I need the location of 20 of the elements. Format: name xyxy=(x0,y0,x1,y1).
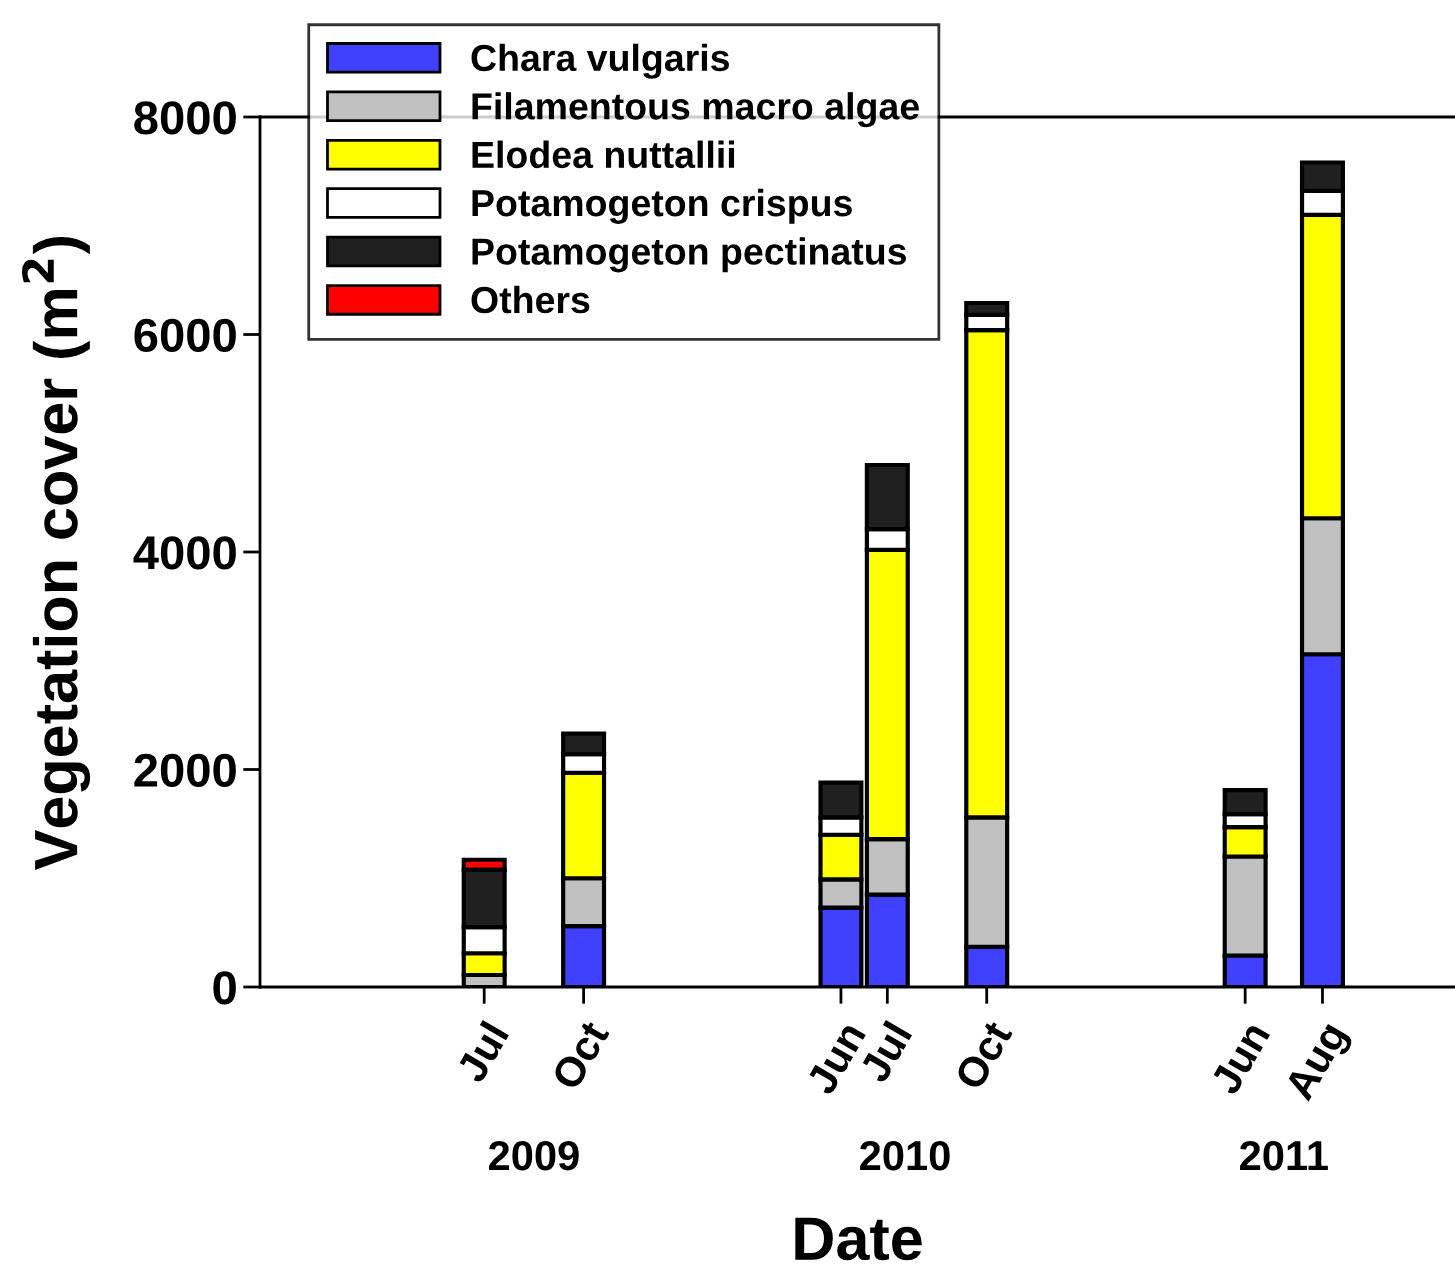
legend-label: Potamogeton pectinatus xyxy=(472,237,906,273)
text: 2010 xyxy=(860,1140,950,1171)
y-tick-label: 0 xyxy=(213,971,236,1005)
y-tick-label: 6000 xyxy=(134,318,236,353)
legend-label: Others xyxy=(471,285,590,314)
x-tick-label: Oct xyxy=(550,1018,610,1092)
legend-label: Potamogeton crispus xyxy=(472,188,852,224)
x-axis-title: Date xyxy=(795,1217,922,1261)
text: 2009 xyxy=(489,1140,579,1171)
legend-label: Chara vulgaris xyxy=(471,43,729,79)
y-axis-title: Vegetation cover (m$^{2}$) xyxy=(22,236,91,870)
x-tick-label: Oct xyxy=(953,1018,1013,1092)
y-tick-label: 2000 xyxy=(134,753,236,788)
legend-label: Elodea nuttallii xyxy=(472,140,735,169)
y-tick-label: 4000 xyxy=(133,536,236,570)
x-tick-label: Jun xyxy=(1209,1020,1271,1097)
legend-label: Filamentous macro algae xyxy=(472,92,919,128)
x-tick-label: Jul xyxy=(454,1020,510,1085)
y-tick-label: 8000 xyxy=(134,101,236,135)
text: 2011 xyxy=(1240,1140,1328,1171)
